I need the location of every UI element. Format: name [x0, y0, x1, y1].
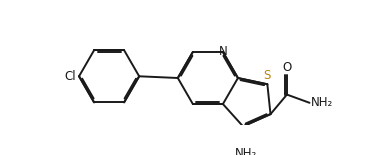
Text: N: N: [218, 45, 227, 58]
Text: NH₂: NH₂: [311, 96, 333, 109]
Text: O: O: [282, 61, 292, 74]
Text: S: S: [264, 69, 271, 82]
Text: Cl: Cl: [65, 70, 76, 83]
Text: NH₂: NH₂: [235, 147, 257, 155]
